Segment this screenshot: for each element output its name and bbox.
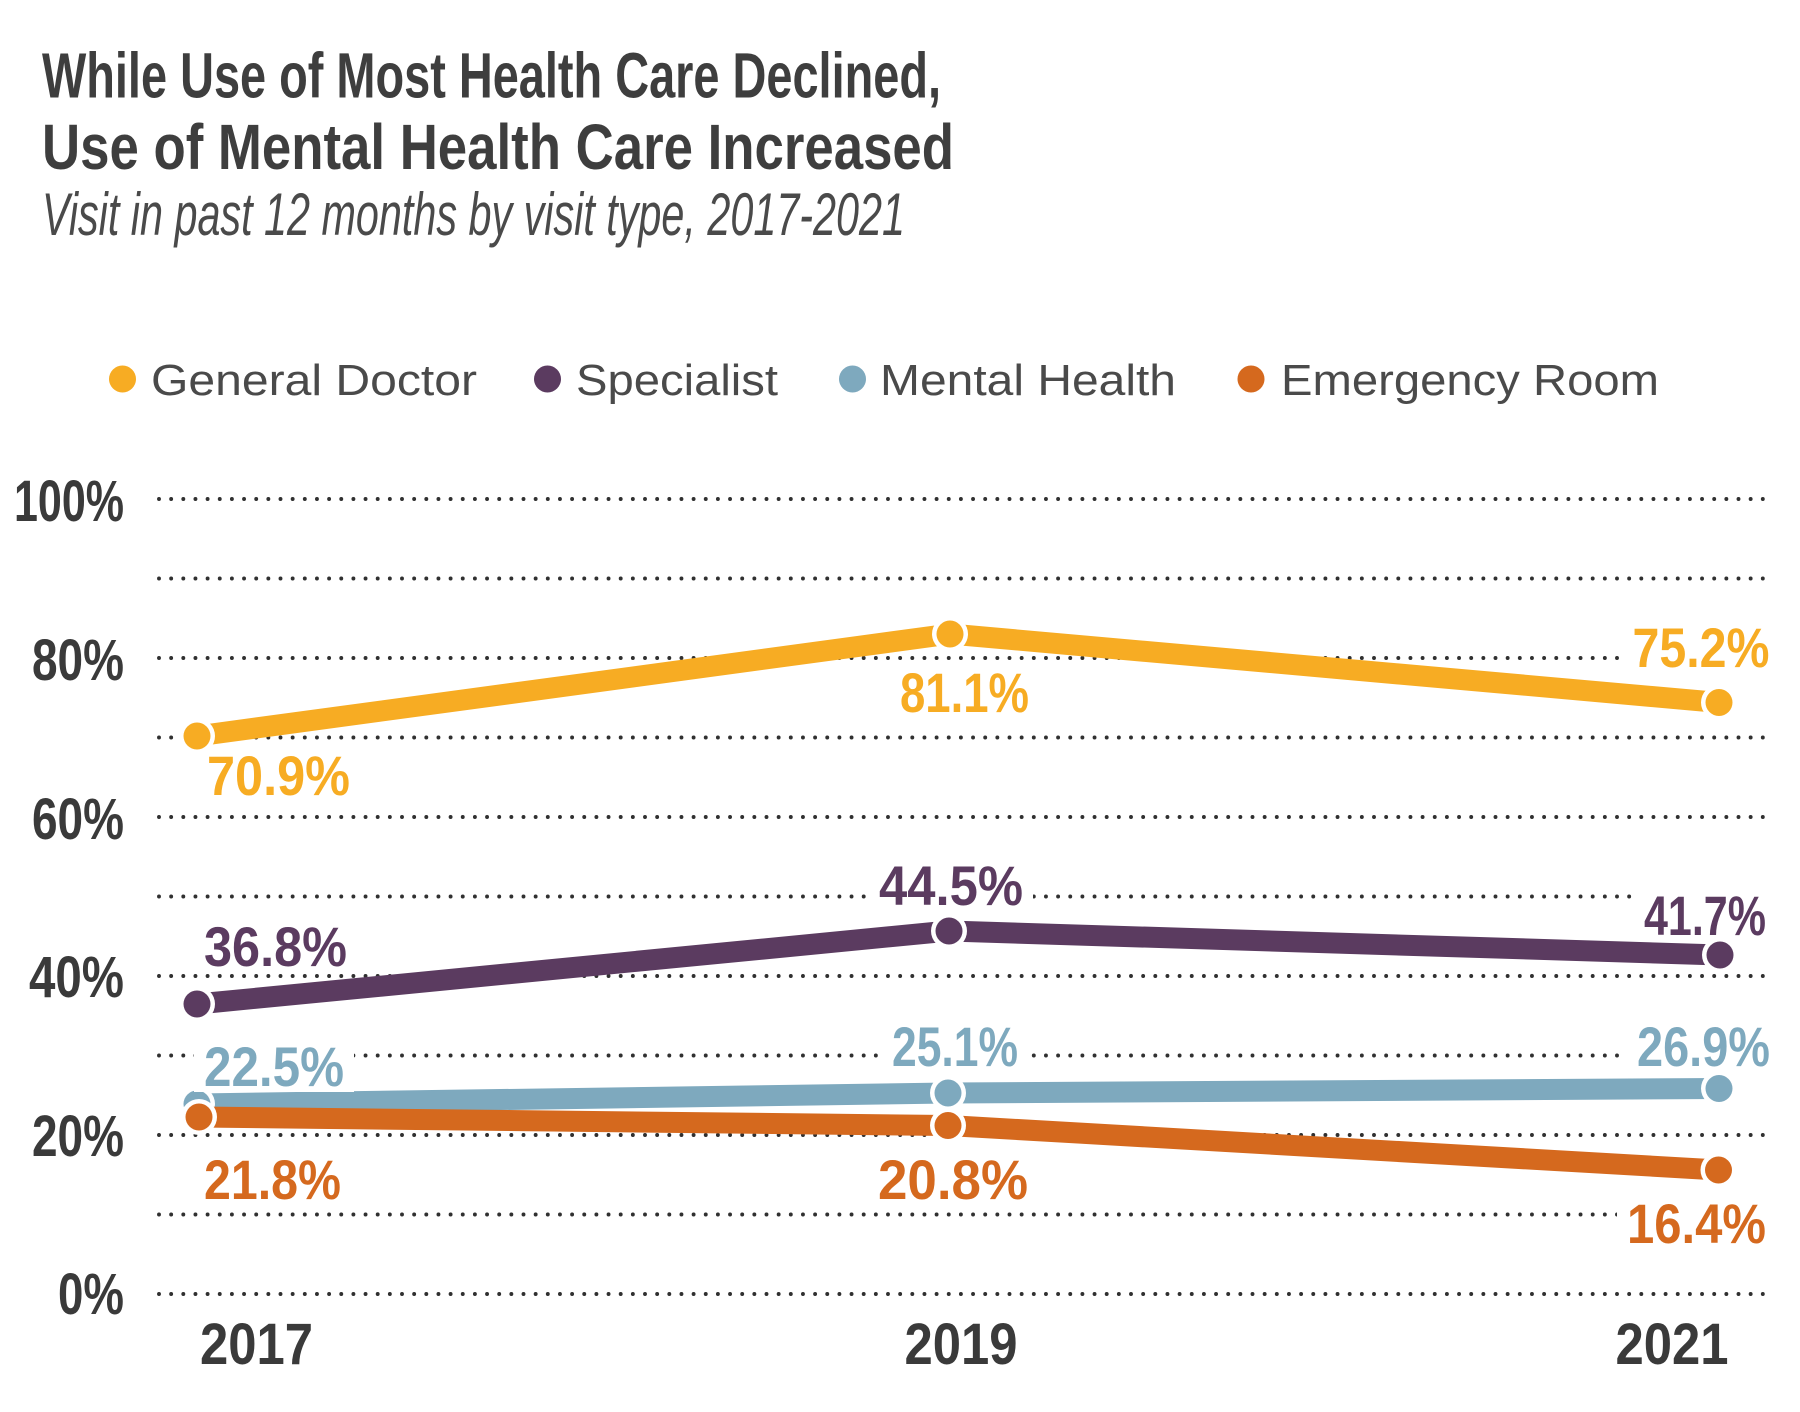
svg-text:80%: 80% <box>32 628 124 693</box>
svg-text:2019: 2019 <box>905 1312 1018 1377</box>
svg-text:75.2%: 75.2% <box>1633 616 1770 679</box>
svg-text:16.4%: 16.4% <box>1627 1192 1766 1255</box>
svg-text:20.8%: 20.8% <box>878 1148 1028 1211</box>
svg-text:Specialist: Specialist <box>576 356 778 405</box>
svg-text:General Doctor: General Doctor <box>151 356 477 405</box>
svg-text:60%: 60% <box>32 787 124 852</box>
svg-text:81.1%: 81.1% <box>900 661 1029 724</box>
svg-text:2021: 2021 <box>1616 1312 1729 1377</box>
svg-text:21.8%: 21.8% <box>204 1148 341 1211</box>
svg-text:20%: 20% <box>32 1104 124 1169</box>
svg-text:25.1%: 25.1% <box>892 1015 1018 1078</box>
svg-text:Visit in past 12 months by vis: Visit in past 12 months by visit type, 2… <box>42 181 905 248</box>
svg-text:44.5%: 44.5% <box>879 854 1023 917</box>
svg-text:22.5%: 22.5% <box>204 1035 344 1098</box>
svg-text:70.9%: 70.9% <box>207 744 350 807</box>
svg-text:41.7%: 41.7% <box>1644 884 1766 947</box>
svg-text:Mental Health: Mental Health <box>880 356 1176 405</box>
svg-text:26.9%: 26.9% <box>1637 1015 1770 1078</box>
svg-text:Emergency Room: Emergency Room <box>1281 356 1659 405</box>
svg-text:While Use of Most Health Care: While Use of Most Health Care Declined, <box>42 40 941 112</box>
svg-text:Use of Mental Health Care Incr: Use of Mental Health Care Increased <box>42 111 954 183</box>
svg-text:40%: 40% <box>29 945 124 1010</box>
svg-text:100%: 100% <box>14 469 124 534</box>
svg-text:0%: 0% <box>58 1262 124 1327</box>
svg-text:2017: 2017 <box>200 1312 313 1377</box>
svg-text:36.8%: 36.8% <box>204 915 347 978</box>
